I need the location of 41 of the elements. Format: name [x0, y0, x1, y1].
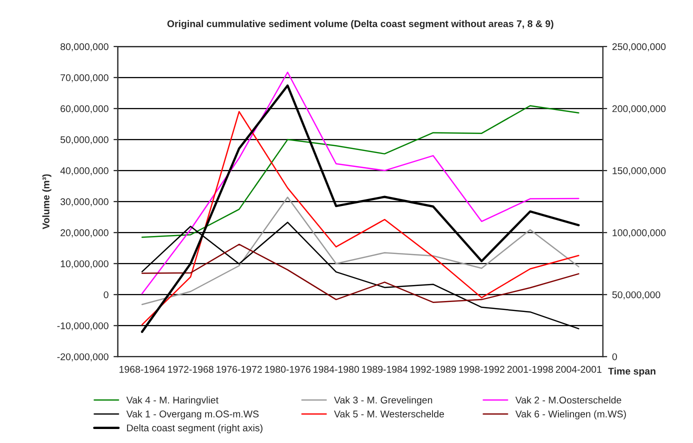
- line-series: [141, 72, 580, 294]
- y-tick-label: 10,000,000: [60, 260, 108, 268]
- x-tick-label: 1972-1968: [168, 366, 214, 373]
- x-tick-label: 2004-2001: [556, 366, 602, 373]
- x-tick-label: 1976-1972: [216, 366, 262, 373]
- y-axis-title: Volume (m³): [42, 174, 52, 230]
- x-axis-title: Time span: [608, 367, 656, 377]
- x-tick-label: 1968-1964: [120, 366, 166, 373]
- legend-label: Vak 3 - M. Grevelingen: [334, 396, 432, 406]
- x-tick-label: 2001-1998: [507, 366, 553, 373]
- line-series: [141, 244, 580, 303]
- legend-label: Delta coast segment (right axis): [127, 424, 262, 434]
- chart-title: Original cummulative sediment volume (Delta coast segment without areas 7, 8 & 9): [167, 20, 554, 30]
- y2-tick-label: 50,000,000: [612, 291, 660, 300]
- x-tick-label: 1992-1989: [410, 366, 456, 373]
- y-tick-label: 20,000,000: [60, 229, 108, 238]
- y-tick-label: 40,000,000: [60, 167, 108, 176]
- legend-label: Vak 2 - M.Oosterschelde: [515, 396, 622, 404]
- y-tick-label: 60,000,000: [60, 105, 108, 114]
- legend-label: Vak 5 - M. Westerschelde: [334, 410, 444, 418]
- y2-tick-label: 150,000,000: [612, 167, 666, 176]
- y-tick-label: 50,000,000: [60, 136, 108, 144]
- y2-tick-label: 0: [612, 353, 617, 360]
- x-tick-label: 1998-1992: [459, 366, 504, 373]
- legend-label: Vak 6 - Wielingen (m.WS): [515, 410, 626, 420]
- y-tick-label: 30,000,000: [60, 198, 108, 206]
- legend-label: Vak 4 - M. Haringvliet: [126, 396, 218, 406]
- y-tick-label: 0: [104, 291, 108, 298]
- line-series: [141, 105, 580, 238]
- y2-tick-label: 200,000,000: [612, 105, 666, 114]
- y2-tick-label: 100,000,000: [612, 229, 666, 238]
- y2-tick-label: 250,000,000: [612, 43, 666, 52]
- x-tick-label: 1989-1984: [362, 366, 408, 373]
- y-tick-label: 70,000,000: [60, 74, 108, 82]
- legend-label: Vak 1 - Overgang m.OS-m.WS: [126, 410, 259, 420]
- y-tick-label: -10,000,000: [57, 322, 108, 330]
- x-tick-label: 1980-1976: [265, 366, 310, 373]
- x-tick-label: 1984-1980: [314, 366, 359, 373]
- y-tick-label: 80,000,000: [60, 43, 108, 52]
- y-tick-label: -20,000,000: [57, 353, 108, 362]
- line-series: [141, 196, 580, 306]
